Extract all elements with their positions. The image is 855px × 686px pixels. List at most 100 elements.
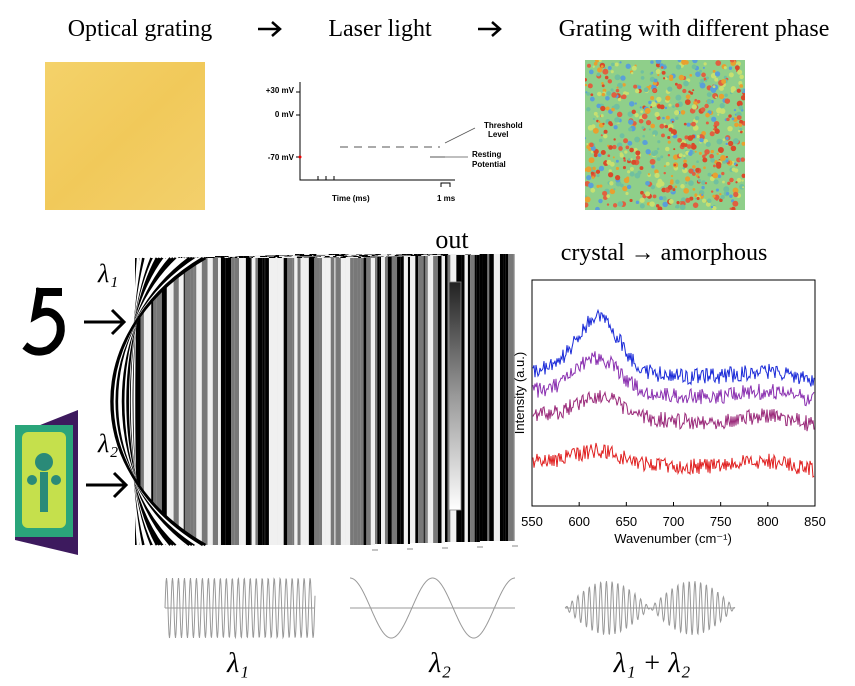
texture-dot [734, 162, 737, 165]
texture-dot [628, 158, 631, 161]
texture-dot [610, 162, 615, 167]
axis-label: 0 mV [275, 110, 295, 119]
texture-dot [623, 159, 626, 162]
texture-dot [597, 92, 602, 97]
texture-dot [654, 150, 659, 155]
texture-dot [721, 195, 725, 199]
panel-stripe [239, 258, 240, 545]
x-tick-label: 850 [804, 514, 826, 529]
texture-dot [638, 85, 641, 88]
input-label: λ₁ [97, 259, 118, 288]
texture-dot [666, 162, 670, 166]
panel-stripe [381, 257, 385, 544]
texture-dot [724, 66, 727, 69]
texture-dot [692, 165, 696, 169]
texture-dot [598, 199, 602, 203]
texture-dot [713, 164, 716, 167]
texture-dot [711, 150, 714, 153]
panel-stripe [350, 258, 354, 545]
texture-dot [583, 78, 587, 82]
panel-stripe [306, 258, 309, 545]
texture-dot [651, 165, 654, 168]
texture-dot [667, 136, 670, 139]
texture-dot [599, 139, 603, 143]
panel-stripe [470, 255, 475, 542]
panel-stripe [341, 258, 345, 545]
texture-dot [608, 79, 612, 83]
texture-dot [608, 145, 613, 150]
texture-dot [585, 84, 587, 86]
texture-dot [697, 197, 700, 200]
texture-dot [676, 64, 681, 69]
texture-dot [664, 172, 666, 174]
texture-dot [655, 112, 660, 117]
texture-dot [659, 196, 663, 200]
texture-dot [619, 61, 621, 63]
panel-stripe [397, 257, 401, 544]
texture-dot [587, 64, 591, 68]
texture-dot [596, 174, 599, 177]
texture-dot [611, 108, 615, 112]
texture-dot [601, 65, 604, 68]
panel-stripe [358, 258, 360, 545]
texture-dot [605, 108, 607, 110]
texture-dot [681, 110, 686, 115]
texture-dot [616, 64, 619, 67]
texture-dot [592, 167, 596, 171]
texture-dot [665, 95, 670, 100]
texture-dot [662, 71, 666, 75]
texture-dot [729, 178, 734, 183]
panel-stripe [287, 258, 292, 545]
texture-dot [650, 159, 656, 165]
texture-dot [629, 101, 634, 106]
texture-dot [695, 116, 699, 120]
texture-dot [660, 155, 663, 158]
texture-dot [596, 185, 599, 188]
texture-dot [669, 199, 674, 204]
texture-dot [737, 89, 741, 93]
panel-stripe [428, 256, 431, 543]
texture-dot [589, 157, 595, 163]
texture-dot [664, 123, 666, 125]
texture-dot [734, 123, 738, 127]
texture-dot [706, 121, 709, 124]
panel-stripe [476, 255, 479, 542]
texture-dot [605, 160, 607, 162]
panel-stripe [401, 257, 404, 544]
texture-dot [620, 133, 625, 138]
texture-dot [710, 131, 715, 136]
texture-dot [657, 74, 659, 76]
texture-dot [634, 137, 640, 143]
texture-dot [667, 86, 672, 91]
texture-dot [597, 73, 601, 77]
texture-dot [627, 185, 631, 189]
texture-dot [672, 105, 675, 108]
texture-dot [635, 150, 640, 155]
texture-dot [640, 106, 642, 108]
texture-dot [598, 121, 600, 123]
texture-dot [645, 181, 650, 186]
panel-stripe [167, 258, 172, 545]
texture-dot [730, 208, 732, 210]
texture-dot [716, 153, 718, 155]
texture-dot [742, 174, 746, 178]
texture-dot [698, 179, 701, 182]
texture-dot [616, 89, 620, 93]
panel-stripe [174, 258, 179, 545]
texture-dot [679, 75, 685, 81]
wave-label: λ₁ [226, 648, 249, 679]
panel-stripe [425, 256, 427, 543]
texture-dot [672, 188, 675, 191]
grating-image [45, 62, 205, 210]
texture-dot [654, 79, 658, 83]
texture-dot [670, 179, 673, 182]
texture-dot [597, 67, 602, 72]
texture-dot [630, 167, 634, 171]
panel-stripe [301, 258, 306, 545]
texture-dot [705, 182, 707, 184]
texture-dot [727, 182, 730, 185]
texture-dot [653, 89, 657, 93]
texture-dot [701, 194, 703, 196]
texture-dot [651, 185, 655, 189]
texture-dot [626, 64, 631, 69]
